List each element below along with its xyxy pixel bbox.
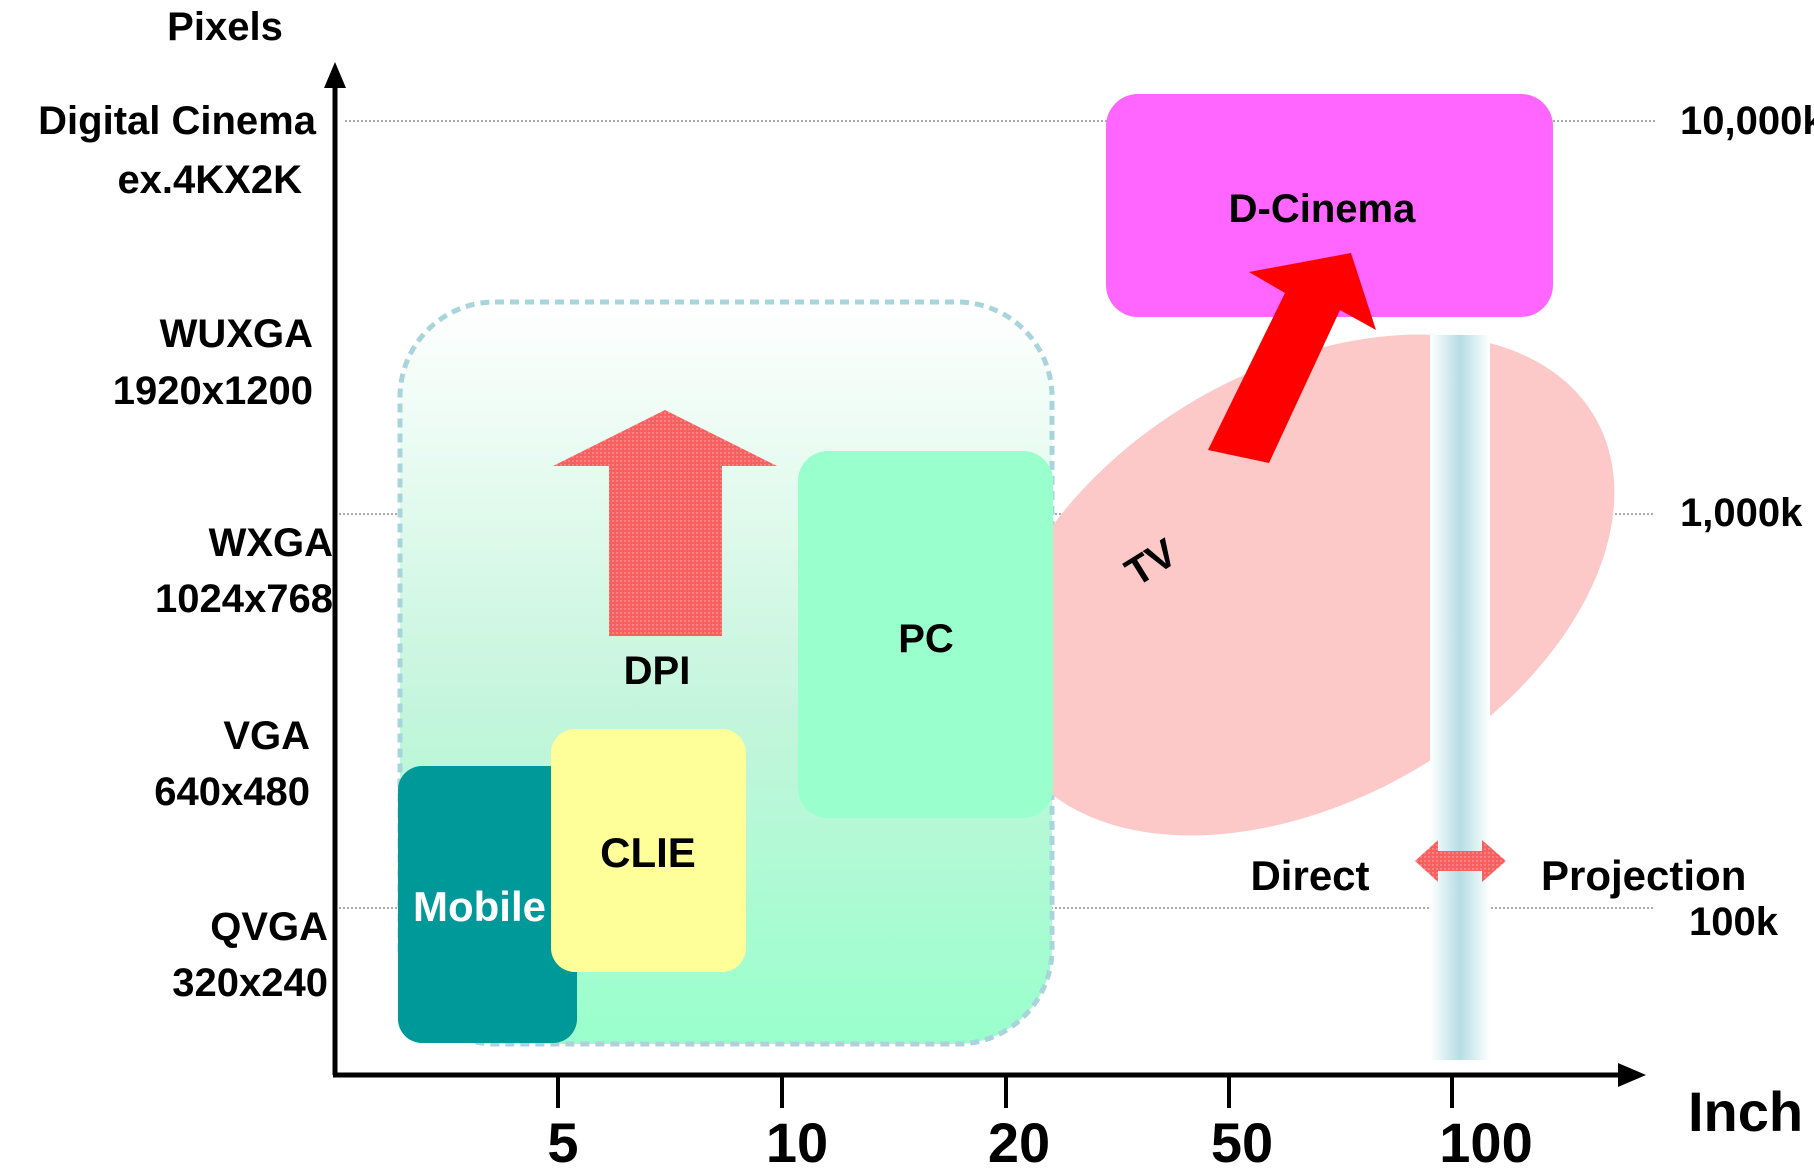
direct-label: Direct: [1250, 852, 1369, 899]
projection-label: Projection: [1541, 852, 1746, 899]
x-tick-10: 10: [766, 1111, 828, 1170]
level-digital-cinema-name: Digital Cinema: [38, 99, 317, 143]
clie-region: [551, 729, 746, 972]
dpi-label: DPI: [624, 649, 691, 693]
right-scale-100k: 100k: [1689, 900, 1779, 944]
level-wxga-detail: 1024x768: [155, 577, 333, 621]
direct-projection-arrow: [1415, 840, 1506, 882]
x-axis-title: Inch: [1688, 1080, 1803, 1143]
level-wxga-name: WXGA: [209, 521, 333, 565]
d-cinema-label: D-Cinema: [1229, 187, 1416, 231]
level-wuxga-name: WUXGA: [160, 312, 313, 356]
upgrade-arrow: [1208, 253, 1376, 463]
y-axis-arrowhead: [324, 62, 346, 88]
level-qvga-name: QVGA: [210, 905, 328, 949]
clie-label: CLIE: [600, 829, 696, 876]
right-scale-10000k: 10,000k: [1680, 99, 1814, 143]
x-axis-tick-labels: 5 10 20 50 100: [547, 1111, 1532, 1170]
mobile-label: Mobile: [413, 883, 546, 930]
x-tick-20: 20: [988, 1111, 1050, 1170]
d-cinema-region: [1106, 94, 1553, 317]
pc-region: [798, 451, 1053, 818]
level-wuxga-detail: 1920x1200: [113, 369, 313, 413]
x-axis-ticks: [556, 1075, 1454, 1108]
level-vga-detail: 640x480: [154, 770, 310, 814]
axes: [332, 78, 1620, 1078]
x-tick-5: 5: [547, 1111, 578, 1170]
level-qvga-detail: 320x240: [172, 961, 328, 1005]
dpi-arrow: [553, 410, 777, 636]
right-scale-1000k: 1,000k: [1680, 491, 1803, 535]
x-tick-100: 100: [1439, 1111, 1532, 1170]
level-digital-cinema-detail: ex.4KX2K: [117, 158, 302, 202]
direct-projection-divider: [1430, 335, 1490, 1060]
level-vga-name: VGA: [223, 714, 310, 758]
mobile-region: [398, 766, 577, 1043]
pc-label: PC: [898, 617, 954, 661]
y-axis-labels: Digital Cinema ex.4KX2K WUXGA 1920x1200 …: [38, 99, 333, 1005]
y-axis-title: Pixels: [167, 5, 283, 49]
right-scale-labels: 10,000k 1,000k 100k: [1680, 99, 1814, 944]
x-tick-50: 50: [1211, 1111, 1273, 1170]
x-axis-arrowhead: [1618, 1063, 1646, 1087]
